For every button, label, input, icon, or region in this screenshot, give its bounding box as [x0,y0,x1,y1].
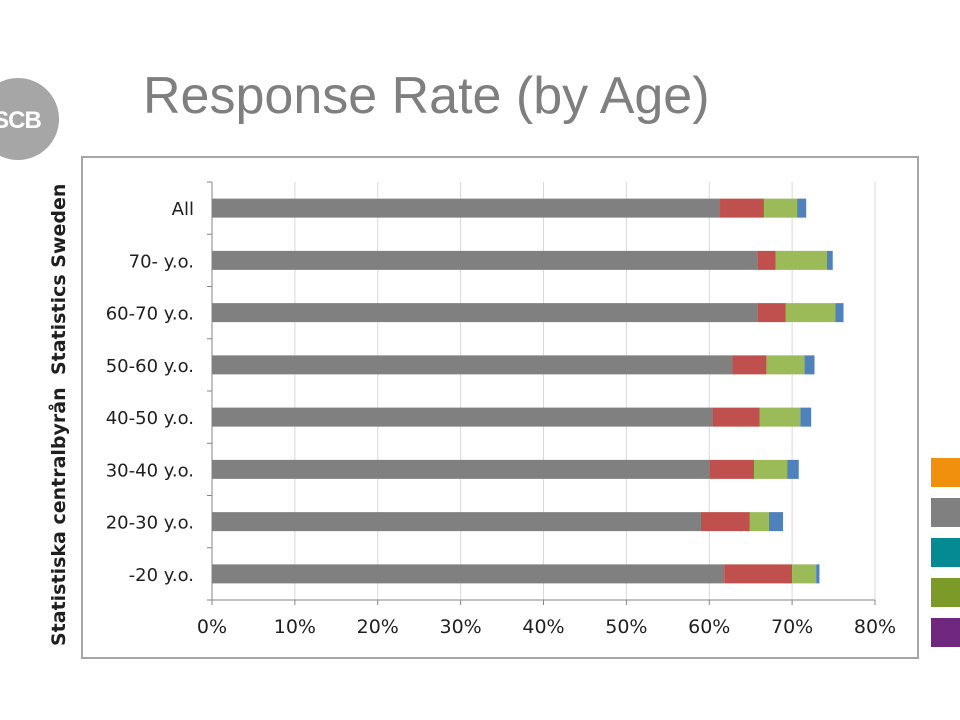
bar-segment-series-3 [775,250,827,270]
category-label: 50-60 y.o. [106,356,194,377]
category-label: 30-40 y.o. [106,460,194,481]
x-tick-label: 80% [854,616,896,638]
bar-segment-series-2 [757,250,776,270]
bar-segment-series-3 [792,564,817,584]
category-label: 20-30 y.o. [106,513,194,534]
org-name-swedish: Statistiska centralbyrån [48,387,70,646]
swatch-teal [931,538,960,567]
bar-segment-series-1 [212,250,758,270]
bar-segment-series-4 [800,407,812,427]
response-rate-chart: 0% 10% 20% 30% 40% 50% 60% 70% 80% All 70- y.o. 60-… [106,181,896,638]
x-tick-label: 40% [522,616,564,638]
x-tick-label: 60% [688,616,730,638]
bar-segment-series-3 [749,512,769,532]
bar-segment-series-3 [785,303,836,323]
category-label: 70- y.o. [129,251,194,272]
bar-segment-series-3 [766,355,805,375]
category-label: -20 y.o. [129,565,194,586]
category-label: All [172,199,194,220]
swatch-gray [931,498,960,527]
bar-segment-series-4 [816,564,820,584]
bar-segment-series-2 [712,407,760,427]
swatch-orange [931,458,960,487]
bar-segment-series-2 [709,459,755,479]
bar-segment-series-1 [212,198,721,218]
x-tick-label: 20% [357,616,399,638]
category-label: 60-70 y.o. [106,304,194,325]
category-label: 40-50 y.o. [106,408,194,429]
bar-segment-series-1 [212,459,710,479]
x-tick-label: 30% [440,616,482,638]
bar-segment-series-1 [212,355,733,375]
bar-segment-series-3 [759,407,801,427]
swatch-olive [931,578,960,607]
x-tick-label: 0% [197,616,227,638]
bar-segment-series-2 [720,198,764,218]
bar-segment-series-4 [768,512,784,532]
bar-segment-series-2 [724,564,793,584]
bar-segment-series-4 [804,355,815,375]
bar-segment-series-4 [787,459,799,479]
bar-segment-series-2 [732,355,767,375]
swatch-purple [931,618,960,647]
bar-segment-series-4 [797,198,807,218]
page-title: Response Rate (by Age) [143,67,710,125]
x-tick-label: 50% [605,616,647,638]
org-name-english: Statistics Sweden [48,183,70,375]
bar-segment-series-1 [212,303,758,323]
bar-segment-series-1 [212,407,713,427]
bar-segment-series-3 [763,198,798,218]
bar-segment-series-3 [754,459,788,479]
x-tick-label: 10% [274,616,316,638]
x-tick-label: 70% [771,616,813,638]
bar-segment-series-2 [700,512,750,532]
scb-logo-circle [0,78,59,160]
bar-segment-series-4 [826,250,833,270]
scb-logo-text: SCB [0,107,42,134]
bar-segment-series-1 [212,564,725,584]
bar-segment-series-4 [835,303,844,323]
bar-segment-series-1 [212,512,701,532]
chart-frame: 0% 10% 20% 30% 40% 50% 60% 70% 80% All 70- y.o. 60-… [81,156,919,659]
scb-logo: SCB [0,78,59,160]
bar-segment-series-2 [757,303,786,323]
